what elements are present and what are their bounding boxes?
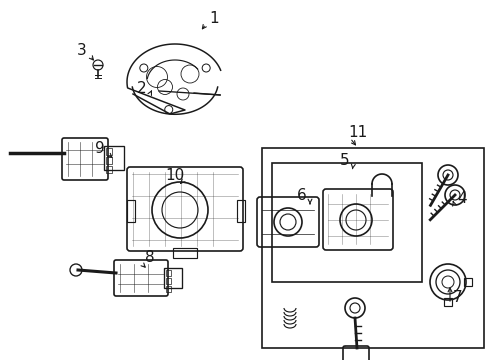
Text: 4: 4 <box>456 190 466 206</box>
Bar <box>173 248 197 258</box>
Text: 10: 10 <box>165 167 184 183</box>
Bar <box>165 278 171 284</box>
Text: 1: 1 <box>209 10 218 26</box>
Text: 9: 9 <box>95 140 104 156</box>
Bar <box>127 200 135 222</box>
Text: 3: 3 <box>77 42 87 58</box>
Bar <box>271 163 421 282</box>
Bar <box>163 268 182 288</box>
Bar <box>165 270 171 276</box>
Text: 2: 2 <box>137 81 146 95</box>
Bar <box>165 286 171 292</box>
Bar <box>463 278 471 286</box>
Bar <box>106 157 112 164</box>
Bar <box>237 200 244 222</box>
Text: 8: 8 <box>145 251 155 266</box>
Text: 7: 7 <box>452 291 462 306</box>
Text: 11: 11 <box>347 125 367 140</box>
Bar <box>443 298 451 306</box>
Text: 6: 6 <box>297 188 306 202</box>
Text: 5: 5 <box>340 153 349 167</box>
Bar <box>262 148 483 348</box>
Bar <box>106 166 112 173</box>
Bar <box>106 148 112 155</box>
Bar <box>104 146 124 170</box>
